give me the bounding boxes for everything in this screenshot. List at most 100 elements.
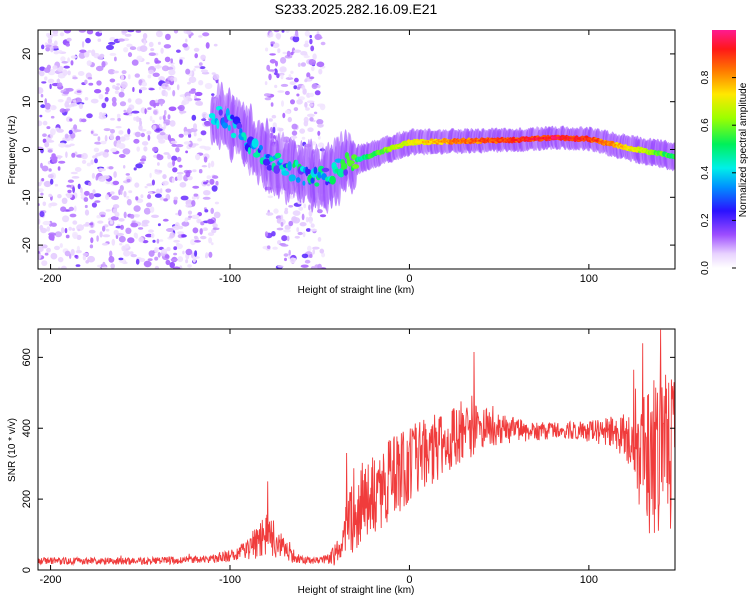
noise-speckle [96,235,99,242]
noise-speckle [178,133,184,138]
noise-speckle [317,123,324,128]
noise-speckle [167,154,172,160]
noise-speckle [126,198,132,206]
noise-speckle [98,93,104,100]
noise-speckle [174,176,178,181]
noise-speckle [169,261,175,269]
noise-speckle [124,243,130,249]
noise-speckle [180,195,189,201]
noise-speckle [78,103,84,109]
noise-speckle [203,190,211,196]
noise-speckle [149,115,153,122]
signal-core [266,164,273,171]
spectrogram-x-tick-label: 100 [580,273,598,285]
noise-speckle [65,234,70,239]
noise-speckle [98,168,106,172]
noise-speckle [283,229,291,233]
noise-speckle [148,250,155,257]
noise-speckle [173,246,178,251]
noise-speckle [308,210,313,217]
noise-speckle [280,188,284,195]
noise-speckle [86,60,92,66]
noise-speckle [109,250,113,258]
noise-speckle [213,43,218,47]
noise-speckle [117,38,125,42]
noise-speckle [168,62,175,65]
noise-speckle [173,196,178,201]
noise-speckle [121,70,127,75]
noise-speckle [310,223,315,228]
noise-speckle [51,33,59,37]
noise-speckle [144,185,148,189]
noise-speckle [149,99,157,107]
noise-speckle [134,182,140,188]
noise-speckle [152,119,155,124]
noise-speckle [172,159,176,167]
noise-speckle [119,243,123,246]
noise-speckle [267,245,271,249]
noise-speckle [135,233,139,239]
noise-speckle [316,61,325,68]
snr-line [38,329,675,567]
noise-speckle [70,171,78,175]
noise-speckle [155,102,160,107]
noise-speckle [272,126,276,134]
noise-speckle [306,72,311,78]
noise-speckle [112,84,116,89]
noise-speckle [178,164,183,168]
noise-speckle [49,156,58,161]
noise-speckle [288,220,294,227]
noise-speckle [98,114,107,120]
signal-core [230,132,237,139]
noise-speckle [191,196,196,200]
noise-speckle [148,88,155,91]
noise-speckle [74,254,78,258]
noise-speckle [165,33,171,41]
noise-speckle [58,266,61,269]
noise-speckle [188,133,192,138]
noise-speckle [212,223,218,229]
noise-speckle [284,207,288,212]
noise-speckle [193,235,198,240]
noise-speckle [307,245,312,252]
noise-speckle [201,118,207,122]
noise-speckle [128,190,133,194]
noise-speckle [118,218,125,222]
noise-speckle [50,128,56,136]
noise-speckle [279,66,287,73]
noise-speckle [93,147,100,153]
noise-speckle [67,189,72,194]
noise-speckle [68,129,73,135]
noise-speckle [104,97,109,102]
noise-speckle [53,51,60,55]
noise-speckle [303,203,307,209]
noise-speckle [161,65,170,72]
noise-speckle [164,91,168,97]
noise-speckle [109,133,114,140]
noise-speckle [131,110,140,114]
spectrogram-x-tick-label: -100 [219,273,241,285]
noise-speckle [162,218,169,222]
noise-speckle [146,202,153,208]
noise-speckle [94,89,102,94]
noise-speckle [269,31,274,38]
noise-speckle [130,254,137,258]
noise-speckle [57,194,62,199]
noise-speckle [185,150,189,154]
noise-speckle [181,101,187,106]
noise-speckle [108,41,116,45]
noise-speckle [63,65,70,69]
noise-speckle [296,227,300,233]
noise-speckle [154,247,159,253]
noise-speckle [319,143,325,148]
noise-speckle [38,253,42,259]
colorbar-tick-label: 0.0 [700,261,711,275]
noise-speckle [92,155,98,159]
noise-speckle [154,65,163,69]
noise-speckle [118,257,124,261]
colorbar-tick-label: 0.6 [700,118,711,132]
noise-speckle [47,33,53,40]
noise-speckle [204,209,209,213]
signal-core [340,162,348,171]
noise-speckle [114,90,119,94]
